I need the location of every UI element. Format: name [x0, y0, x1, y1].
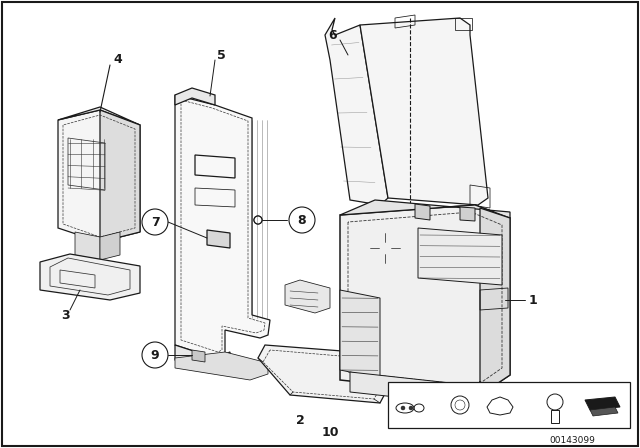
Circle shape	[401, 406, 405, 410]
Circle shape	[357, 220, 413, 276]
Polygon shape	[418, 228, 502, 285]
Text: 5: 5	[216, 48, 225, 61]
Circle shape	[289, 207, 315, 233]
Bar	[388, 382, 630, 428]
Text: 10: 10	[321, 426, 339, 439]
Polygon shape	[360, 18, 488, 205]
Text: 3: 3	[61, 309, 69, 322]
Polygon shape	[480, 208, 510, 395]
Polygon shape	[350, 372, 478, 406]
Polygon shape	[460, 207, 475, 221]
Polygon shape	[192, 350, 205, 362]
Text: 8: 8	[298, 214, 307, 227]
Polygon shape	[175, 352, 268, 380]
Polygon shape	[325, 18, 388, 205]
Polygon shape	[340, 205, 510, 395]
Circle shape	[409, 406, 413, 410]
Circle shape	[380, 243, 390, 253]
Polygon shape	[258, 345, 388, 403]
Polygon shape	[58, 110, 140, 242]
Text: 9: 9	[442, 384, 449, 394]
Polygon shape	[340, 290, 380, 378]
Circle shape	[142, 209, 168, 235]
Text: 00143099: 00143099	[549, 435, 595, 444]
Polygon shape	[75, 232, 100, 260]
Polygon shape	[100, 110, 140, 242]
Polygon shape	[58, 107, 140, 125]
Text: 4: 4	[114, 52, 122, 65]
Text: 7: 7	[529, 384, 537, 394]
Text: 6: 6	[329, 29, 337, 42]
Text: 2: 2	[296, 414, 305, 426]
Polygon shape	[415, 204, 430, 220]
Polygon shape	[175, 88, 215, 105]
Polygon shape	[207, 230, 230, 248]
Circle shape	[142, 342, 168, 368]
Text: 7: 7	[150, 215, 159, 228]
Circle shape	[254, 216, 262, 224]
Polygon shape	[175, 345, 230, 372]
Polygon shape	[340, 200, 510, 218]
Circle shape	[254, 216, 262, 224]
Text: 8: 8	[479, 384, 486, 394]
Circle shape	[369, 232, 401, 264]
Circle shape	[195, 353, 200, 358]
Polygon shape	[585, 397, 620, 410]
Polygon shape	[40, 254, 140, 300]
Polygon shape	[100, 232, 120, 260]
Text: 9: 9	[150, 349, 159, 362]
Text: 1: 1	[529, 293, 538, 306]
Text: 11: 11	[388, 384, 403, 394]
Polygon shape	[285, 280, 330, 313]
Polygon shape	[175, 95, 270, 358]
Polygon shape	[590, 407, 618, 416]
